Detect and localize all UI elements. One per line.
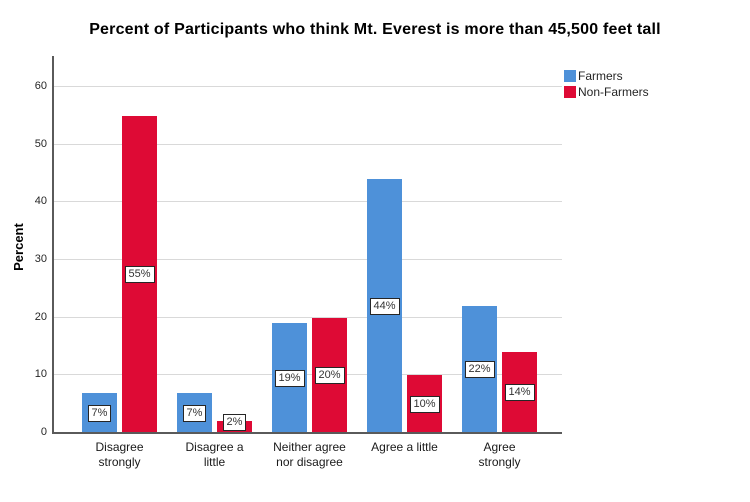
bar-value-label: 7% <box>182 404 207 422</box>
bar-value-label: 44% <box>369 297 400 315</box>
x-category-label-0: Disagree strongly <box>65 440 175 470</box>
x-category-label-line: nor disagree <box>276 455 343 469</box>
legend-swatch-icon <box>564 86 576 98</box>
x-category-label-line: Disagree a <box>185 440 244 454</box>
y-tick-label-50: 50 <box>34 137 47 150</box>
bar-value-label: 55% <box>124 266 155 283</box>
x-axis-line <box>52 432 562 434</box>
legend-item-non-farmers: Non-Farmers <box>564 84 649 100</box>
x-category-label-line: Agree <box>483 440 516 454</box>
gridline-40 <box>53 201 562 203</box>
y-tick-label-20: 20 <box>34 310 47 323</box>
x-category-label-3: Agree a little <box>350 440 460 455</box>
bar-value-label: 20% <box>314 367 345 384</box>
gridline-10 <box>53 374 562 376</box>
bar-value-label: 19% <box>274 369 305 387</box>
bar-value-label: 22% <box>464 361 495 378</box>
y-tick-label-10: 10 <box>34 368 47 381</box>
x-category-label-line: Disagree <box>95 440 144 454</box>
legend-swatch-icon <box>564 70 576 82</box>
y-tick-label-40: 40 <box>34 195 47 208</box>
x-category-label-line: Neither agree <box>273 440 346 454</box>
x-category-label-2: Neither agree nor disagree <box>255 440 365 470</box>
bar-value-label: 10% <box>409 395 440 413</box>
bar-value-label: 7% <box>87 404 112 422</box>
legend: Farmers Non-Farmers <box>564 68 649 100</box>
x-category-label-line: strongly <box>478 455 521 469</box>
gridline-30 <box>53 258 562 260</box>
x-category-label-1: Disagree a little <box>160 440 270 470</box>
y-axis-line <box>52 56 54 434</box>
bar-value-label: 14% <box>504 384 535 401</box>
legend-label: Farmers <box>578 69 623 83</box>
x-category-label-4: Agree strongly <box>445 440 555 470</box>
x-category-label-line: little <box>203 455 226 469</box>
bar-value-label: 2% <box>222 414 247 431</box>
chart-title: Percent of Participants who think Mt. Ev… <box>89 21 661 38</box>
x-category-label-line: strongly <box>98 455 141 469</box>
legend-item-farmers: Farmers <box>564 68 649 84</box>
y-tick-label-0: 0 <box>40 426 47 438</box>
y-tick-label-60: 60 <box>34 79 47 92</box>
x-category-label-line: Agree a little <box>371 440 438 454</box>
y-axis-title: Percent <box>11 223 26 271</box>
gridline-20 <box>53 316 562 318</box>
gridline-60 <box>53 85 562 87</box>
gridline-50 <box>53 143 562 145</box>
y-tick-label-30: 30 <box>34 252 47 265</box>
legend-label: Non-Farmers <box>578 85 649 99</box>
